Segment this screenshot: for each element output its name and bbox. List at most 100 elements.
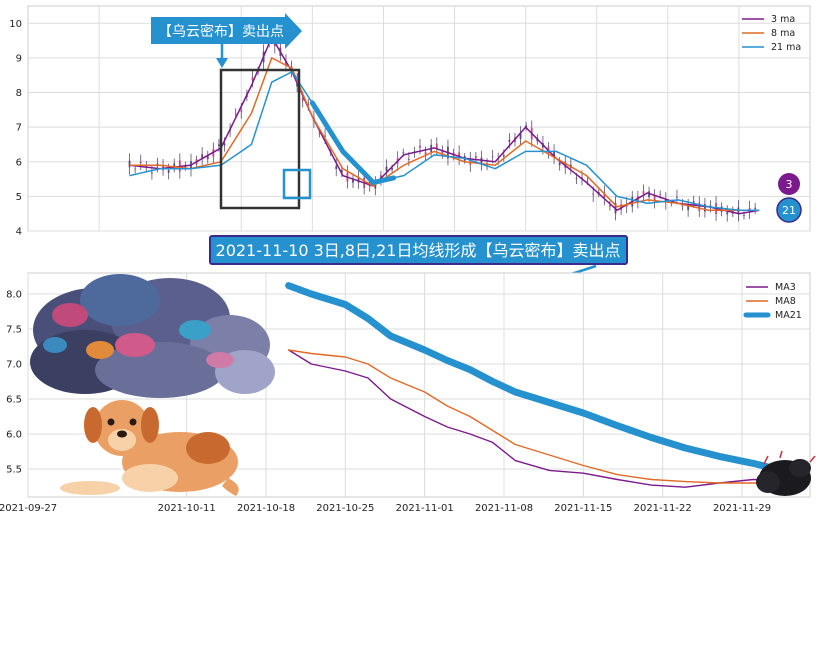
ma-detail-lines bbox=[285, 282, 780, 488]
candle-body bbox=[162, 164, 164, 171]
ma-line-ma8 bbox=[287, 349, 777, 484]
candle-body bbox=[307, 103, 310, 106]
candle-body bbox=[474, 156, 477, 159]
dog-icon bbox=[60, 400, 239, 496]
candle-body bbox=[687, 205, 690, 211]
candle-body bbox=[335, 166, 338, 170]
candle-body bbox=[525, 125, 528, 128]
badge-3: 3 bbox=[778, 173, 800, 195]
candle-body bbox=[642, 191, 645, 194]
candle-body bbox=[357, 177, 360, 183]
candle-body bbox=[201, 154, 204, 158]
candle-body bbox=[703, 204, 706, 212]
x-tick-label: 2021-10-18 bbox=[237, 503, 295, 514]
x-tick-label: 2021-11-01 bbox=[396, 503, 454, 514]
candle-body bbox=[151, 172, 153, 174]
sell-zone-box bbox=[219, 68, 301, 210]
y-tick-label: 10 bbox=[9, 19, 22, 30]
x-tick-label: 2021-11-08 bbox=[475, 503, 533, 514]
candle-body bbox=[491, 156, 494, 158]
ma-detail-x-ticks: 2021-09-27 2021-10-11 2021-10-18 2021-10-25… bbox=[0, 503, 771, 514]
candle-body bbox=[407, 158, 410, 160]
price-chart-y-ticks: 4 5 6 7 8 9 10 bbox=[9, 19, 22, 238]
price-chart-legend: 3 ma 8 ma 21 ma bbox=[742, 14, 801, 53]
candle-body bbox=[575, 178, 578, 179]
ma-detail-legend: MA3 MA8 MA21 bbox=[743, 282, 802, 321]
candle-body bbox=[402, 152, 405, 154]
y-tick-label: 5.5 bbox=[6, 465, 22, 476]
candle-body bbox=[128, 160, 131, 168]
candle-body bbox=[754, 207, 757, 209]
x-tick-label: 2021-11-22 bbox=[634, 503, 692, 514]
candle-body bbox=[586, 180, 589, 182]
candle-body bbox=[424, 152, 427, 155]
candle-body bbox=[502, 154, 505, 157]
ma-line-ma21 bbox=[285, 282, 780, 473]
legend-label-ma8: MA8 bbox=[775, 296, 796, 307]
candle-body bbox=[676, 196, 678, 198]
ma-line-8ma bbox=[129, 56, 760, 211]
candle-body bbox=[240, 109, 243, 112]
candle-body bbox=[519, 133, 522, 139]
callout-arrow-shape bbox=[151, 13, 302, 49]
candle-body bbox=[458, 152, 461, 158]
y-tick-label: 6 bbox=[16, 157, 22, 168]
candle-body bbox=[553, 150, 555, 158]
candle-body bbox=[285, 60, 287, 66]
storm-cloud-icon bbox=[30, 274, 275, 398]
ma-line-3ma bbox=[129, 35, 760, 215]
sell-point-arrow-callout: 【乌云密布】卖出点 bbox=[151, 13, 302, 68]
candle-body bbox=[419, 145, 421, 148]
candle-body bbox=[636, 196, 639, 203]
x-tick-label: 2021-11-15 bbox=[554, 503, 612, 514]
candle-body bbox=[670, 202, 673, 204]
candle-body bbox=[385, 166, 388, 172]
x-tick-label: 2021-10-11 bbox=[158, 503, 216, 514]
legend-label-ma3: MA3 bbox=[775, 282, 796, 293]
candle-body bbox=[173, 163, 176, 168]
candle-body bbox=[251, 77, 254, 81]
candle-body bbox=[167, 170, 170, 173]
callout-arrow-label: 【乌云密布】卖出点 bbox=[158, 23, 284, 40]
price-chart-ma-lines bbox=[129, 35, 760, 215]
legend-label-ma21: MA21 bbox=[775, 310, 802, 321]
candle-body bbox=[391, 167, 393, 170]
sell-signal-banner: 2021-11-10 3日,8日,21日均线形成【乌云密布】卖出点 bbox=[209, 235, 628, 284]
y-tick-label: 6.5 bbox=[6, 395, 22, 406]
legend-label-3ma: 3 ma bbox=[771, 14, 795, 25]
candle-body bbox=[234, 113, 237, 115]
candle-body bbox=[659, 194, 662, 196]
down-arrow-head-icon bbox=[216, 58, 228, 68]
ma-line-ma3 bbox=[287, 349, 777, 488]
candle-body bbox=[301, 97, 304, 101]
candle-body bbox=[441, 150, 444, 154]
badge-3-label: 3 bbox=[786, 178, 793, 191]
candle-body bbox=[318, 133, 321, 135]
legend-label-8ma: 8 ma bbox=[771, 28, 795, 39]
candle-body bbox=[726, 212, 729, 215]
x-tick-label: 2021-11-29 bbox=[713, 503, 771, 514]
candle-body bbox=[352, 178, 354, 183]
y-tick-label: 4 bbox=[16, 227, 22, 238]
candle-body bbox=[206, 155, 209, 160]
badge-21: 21 bbox=[776, 197, 802, 223]
candle-body bbox=[134, 168, 137, 170]
dark-cloud-icon bbox=[756, 450, 816, 496]
ma-detail-chart: 5.56.06.57.07.58.0 2021-09-27 2021-10-11 2… bbox=[0, 272, 816, 514]
ma-detail-y-ticks: 5.5 6.0 6.5 7.0 7.5 8.0 bbox=[6, 290, 22, 476]
candle-body bbox=[698, 202, 701, 211]
candle-body bbox=[435, 143, 438, 149]
candle-body bbox=[340, 170, 343, 173]
candle-body bbox=[592, 193, 595, 195]
y-tick-label: 9 bbox=[16, 53, 22, 64]
price-chart: 4 5 6 7 8 9 10 【乌云密布】卖出点 3 ma 8 ma 21 ma 3 bbox=[9, 5, 811, 238]
x-tick-label: 2021-10-25 bbox=[316, 503, 374, 514]
ma-line-21ma-highlight bbox=[309, 100, 397, 186]
candle-body bbox=[609, 204, 611, 207]
candle-body bbox=[581, 177, 583, 179]
y-tick-label: 5 bbox=[16, 192, 22, 203]
y-tick-label: 8.0 bbox=[6, 290, 22, 301]
banner-text: 2021-11-10 3日,8日,21日均线形成【乌云密布】卖出点 bbox=[216, 241, 621, 260]
price-chart-frame bbox=[27, 5, 811, 232]
badge-3-circle bbox=[778, 173, 800, 195]
